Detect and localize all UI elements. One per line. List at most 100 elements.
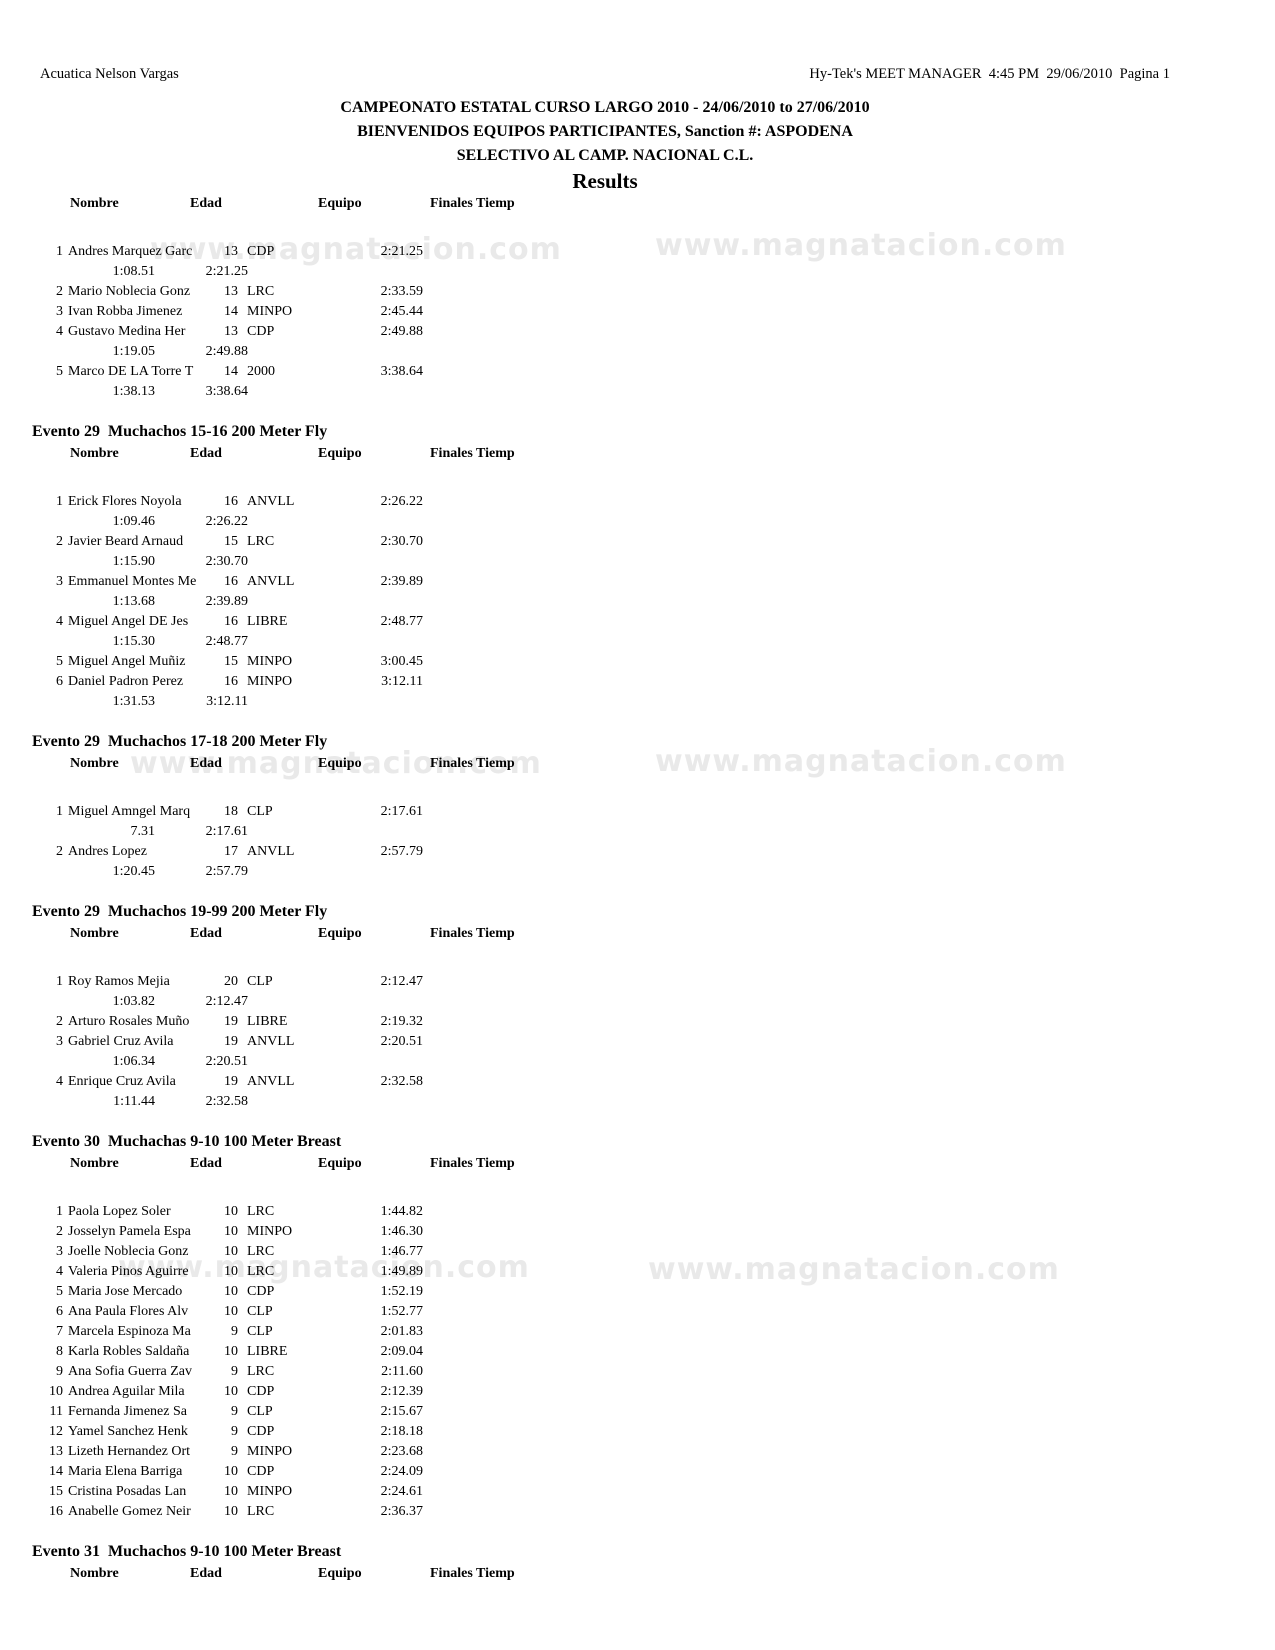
place: 4	[56, 1074, 63, 1089]
place: 3	[56, 1244, 63, 1259]
finals-time: 2:20.51	[380, 1034, 423, 1049]
splits-row: 1:03.82 2:12.47	[40, 992, 1170, 1012]
finals-time: 2:45.44	[380, 304, 423, 319]
watermark-text: www.magnatacion.com	[150, 232, 562, 267]
event-section: Evento 29 Muchachos 15-16 200 Meter Fly N…	[32, 420, 1170, 712]
split-2: 2:30.70	[205, 554, 248, 569]
age: 18	[224, 804, 238, 819]
finals-time: 2:57.79	[380, 844, 423, 859]
team: CDP	[247, 244, 275, 259]
age: 10	[224, 1464, 238, 1479]
age: 10	[224, 1264, 238, 1279]
age: 10	[224, 1284, 238, 1299]
finals-time: 3:38.64	[380, 364, 423, 379]
place: 2	[56, 1224, 63, 1239]
age: 19	[224, 1034, 238, 1049]
result-row: 5 Miguel Angel Muñiz 15 MINPO 3:00.45	[40, 652, 1170, 672]
finals-time: 2:26.22	[380, 494, 423, 509]
split-2: 3:38.64	[205, 384, 248, 399]
swimmer-name: Maria Elena Barriga	[68, 1464, 183, 1479]
result-row: 3 Gabriel Cruz Avila 19 ANVLL 2:20.51	[40, 1032, 1170, 1052]
finals-time: 2:21.25	[380, 244, 423, 259]
team: LIBRE	[247, 1344, 288, 1359]
finals-time: 2:11.60	[381, 1364, 423, 1379]
swimmer-name: Miguel Amngel Marq	[68, 804, 191, 819]
watermark-text: www.magnatacion.com	[655, 744, 1067, 779]
column-header-row: Nombre Edad Equipo Finales Tiemp	[40, 444, 1170, 464]
result-row: 3 Joelle Noblecia Gonz 10 LRC 1:46.77	[40, 1242, 1170, 1262]
result-row: 9 Ana Sofia Guerra Zav 9 LRC 2:11.60	[40, 1362, 1170, 1382]
column-header-nombre: Nombre	[70, 1156, 119, 1171]
place: 12	[49, 1424, 63, 1439]
split-2: 2:21.25	[205, 264, 248, 279]
result-row: 4 Gustavo Medina Her 13 CDP 2:49.88	[40, 322, 1170, 342]
result-row: 16 Anabelle Gomez Neir 10 LRC 2:36.37	[40, 1502, 1170, 1522]
column-header-row: Nombre Edad Equipo Finales Tiemp	[40, 924, 1170, 944]
column-header-finales: Finales Tiemp	[430, 756, 515, 771]
column-header-finales: Finales Tiemp	[430, 196, 515, 211]
finals-time: 2:32.58	[380, 1074, 423, 1089]
result-row: 15 Cristina Posadas Lan 10 MINPO 2:24.61	[40, 1482, 1170, 1502]
column-header-finales: Finales Tiemp	[430, 1566, 515, 1581]
swimmer-name: Karla Robles Saldaña	[68, 1344, 190, 1359]
team: MINPO	[247, 654, 293, 669]
column-header-row: Nombre Edad Equipo Finales Tiemp	[40, 754, 1170, 774]
column-header-nombre: Nombre	[70, 196, 119, 211]
team: LRC	[247, 1244, 275, 1259]
swimmer-name: Paola Lopez Soler	[68, 1204, 171, 1219]
finals-time: 2:17.61	[380, 804, 423, 819]
result-row: 2 Josselyn Pamela Espa 10 MINPO 1:46.30	[40, 1222, 1170, 1242]
column-header-row: Nombre Edad Equipo Finales Tiemp	[40, 1154, 1170, 1174]
age: 9	[231, 1364, 238, 1379]
finals-time: 1:52.77	[380, 1304, 423, 1319]
column-header-edad: Edad	[190, 756, 222, 771]
swimmer-name: Marcela Espinoza Ma	[68, 1324, 191, 1339]
swimmer-name: Ivan Robba Jimenez	[68, 304, 183, 319]
splits-row: 1:19.05 2:49.88	[40, 342, 1170, 362]
place: 3	[56, 304, 63, 319]
result-row: 4 Valeria Pinos Aguirre 10 LRC 1:49.89	[40, 1262, 1170, 1282]
result-row: 1 Roy Ramos Mejia 20 CLP 2:12.47	[40, 972, 1170, 992]
split-1: 1:08.51	[112, 264, 155, 279]
swimmer-name: Miguel Angel DE Jes	[68, 614, 189, 629]
finals-time: 2:24.09	[380, 1464, 423, 1479]
place: 7	[56, 1324, 63, 1339]
result-row: 11 Fernanda Jimenez Sa 9 CLP 2:15.67	[40, 1402, 1170, 1422]
splits-row: 1:38.13 3:38.64	[40, 382, 1170, 402]
age: 10	[224, 1304, 238, 1319]
program-stamp: Hy-Tek's MEET MANAGER 4:45 PM 29/06/2010…	[809, 66, 1170, 82]
team: ANVLL	[247, 494, 295, 509]
place: 5	[56, 1284, 63, 1299]
age: 15	[224, 534, 238, 549]
age: 16	[224, 574, 238, 589]
column-header-equipo: Equipo	[318, 446, 362, 461]
place: 8	[56, 1344, 63, 1359]
age: 9	[231, 1424, 238, 1439]
split-2: 2:26.22	[205, 514, 248, 529]
splits-row: 1:20.45 2:57.79	[40, 862, 1170, 882]
split-2: 3:12.11	[206, 694, 248, 709]
finals-time: 2:36.37	[380, 1504, 423, 1519]
column-header-finales: Finales Tiemp	[430, 1156, 515, 1171]
swimmer-name: Enrique Cruz Avila	[68, 1074, 176, 1089]
place: 4	[56, 614, 63, 629]
age: 10	[224, 1384, 238, 1399]
result-row: 4 Miguel Angel DE Jes 16 LIBRE 2:48.77	[40, 612, 1170, 632]
finals-time: 3:12.11	[381, 674, 423, 689]
place: 15	[49, 1484, 63, 1499]
finals-time: 2:19.32	[380, 1014, 423, 1029]
result-row: 1 Andres Marquez Garc 13 CDP 2:21.25	[40, 242, 1170, 262]
age: 10	[224, 1344, 238, 1359]
results-heading: Results	[572, 169, 638, 193]
result-row: 2 Mario Noblecia Gonz 13 LRC 2:33.59	[40, 282, 1170, 302]
result-rows: 1 Andres Marquez Garc 13 CDP 2:21.25 1:08.51 2…	[40, 242, 1170, 402]
place: 3	[56, 574, 63, 589]
place: 16	[49, 1504, 63, 1519]
team: CLP	[247, 1404, 273, 1419]
split-1: 1:15.30	[112, 634, 155, 649]
swimmer-name: Andres Marquez Garc	[68, 244, 193, 259]
place: 5	[56, 654, 63, 669]
swimmer-name: Gabriel Cruz Avila	[68, 1034, 174, 1049]
age: 19	[224, 1014, 238, 1029]
column-header-nombre: Nombre	[70, 446, 119, 461]
